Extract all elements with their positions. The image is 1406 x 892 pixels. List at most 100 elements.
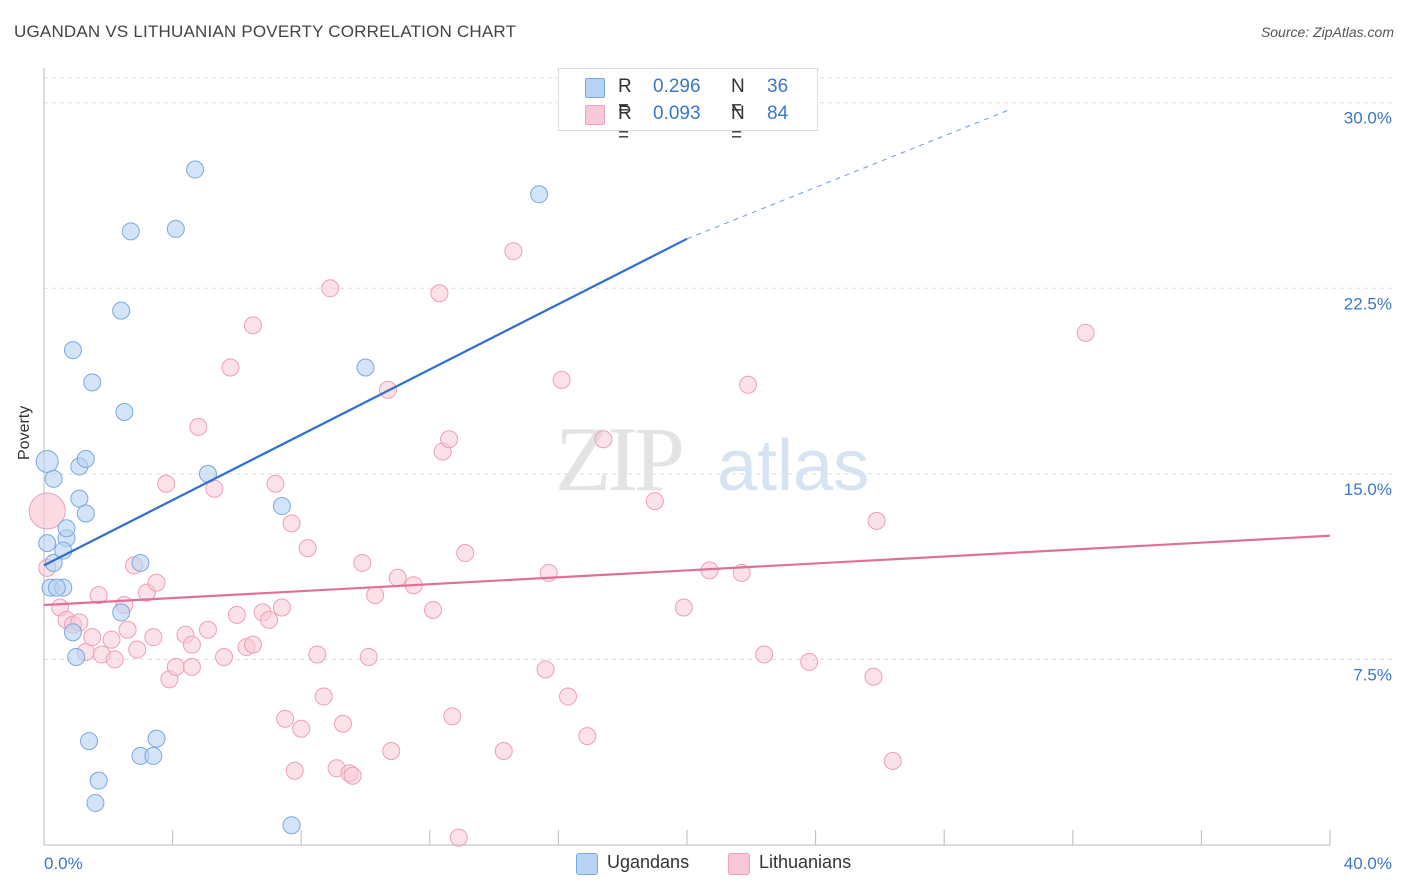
r-label: R = xyxy=(618,76,632,119)
lithuanian-point xyxy=(755,645,774,664)
y-tick-label: 15.0% xyxy=(1344,480,1392,499)
lithuanian-point xyxy=(118,620,137,639)
lithuanians-legend-swatch xyxy=(728,853,750,875)
lithuanian-point xyxy=(366,586,385,605)
ugandan-point xyxy=(147,729,166,748)
x-tick-label: 0.0% xyxy=(44,854,83,873)
n-label: N = xyxy=(731,76,745,119)
lithuanian-point xyxy=(594,430,613,449)
ugandans-legend-label: Ugandans xyxy=(607,852,690,872)
chart-title: UGANDAN VS LITHUANIAN POVERTY CORRELATIO… xyxy=(14,22,517,41)
ugandan-point xyxy=(282,816,301,835)
ugandan-point xyxy=(131,553,150,572)
lithuanian-point xyxy=(266,474,285,493)
lithuanian-point xyxy=(105,650,124,669)
lithuanian-point xyxy=(260,610,279,629)
lithuanian-point xyxy=(424,600,443,619)
lithuanian-point xyxy=(382,741,401,760)
lithuanian-point xyxy=(333,714,352,733)
lithuanian-point xyxy=(739,375,758,394)
ugandan-point xyxy=(115,403,134,422)
data-points xyxy=(28,160,1095,847)
ugandan-point xyxy=(38,534,57,553)
ugandan-point xyxy=(86,793,105,812)
r-value: 0.093 xyxy=(653,103,701,124)
ugandan-point xyxy=(70,489,89,508)
lithuanian-point xyxy=(1076,323,1095,342)
lithuanian-point xyxy=(102,630,121,649)
lithuanian-point xyxy=(308,645,327,664)
ugandan-point xyxy=(112,603,131,622)
lithuanian-point xyxy=(282,514,301,533)
y-tick-label: 7.5% xyxy=(1353,665,1392,684)
lithuanians-swatch xyxy=(585,105,605,125)
lithuanian-point xyxy=(430,284,449,303)
ugandan-point xyxy=(186,160,205,179)
lithuanian-point xyxy=(321,279,340,298)
ugandan-point xyxy=(121,222,140,241)
lithuanian-point xyxy=(388,568,407,587)
ugandans-swatch xyxy=(585,78,605,98)
n-value: 84 xyxy=(767,103,789,124)
ugandan-point xyxy=(47,578,66,597)
lithuanian-point xyxy=(144,628,163,647)
lithuanian-point xyxy=(182,635,201,654)
correlation-legend: R = 0.296 N = 36 R = 0.093 N = 84 xyxy=(558,68,818,146)
lithuanian-point xyxy=(314,687,333,706)
lithuanian-point xyxy=(578,727,597,746)
series-legend: Ugandans Lithuanians xyxy=(0,852,1406,878)
lithuanian-point xyxy=(645,492,664,511)
r-label: R = xyxy=(618,103,632,146)
lithuanian-point xyxy=(449,828,468,847)
lithuanian-point xyxy=(243,316,262,335)
tick-labels: 7.5% 15.0% 22.5% 30.0% 0.0% 40.0% xyxy=(44,109,1392,873)
lithuanian-point xyxy=(28,492,66,530)
ugandan-point xyxy=(89,771,108,790)
ugandans-legend-swatch xyxy=(576,853,598,875)
ugandan-point xyxy=(530,185,549,204)
watermark: ZIP atlas xyxy=(555,408,869,510)
lithuanian-point xyxy=(343,766,362,785)
source-credit: Source: ZipAtlas.com xyxy=(1260,24,1394,40)
ugandan-point xyxy=(63,623,82,642)
x-tick-label: 40.0% xyxy=(1344,854,1392,873)
ugandan-point xyxy=(57,519,76,538)
ugandan-point xyxy=(166,219,185,238)
ugandan-point xyxy=(63,341,82,360)
lithuanian-point xyxy=(552,370,571,389)
lithuanian-point xyxy=(674,598,693,617)
lithuanian-point xyxy=(285,761,304,780)
lithuanian-point xyxy=(292,719,311,738)
ugandan-point xyxy=(67,647,86,666)
watermark-atlas: atlas xyxy=(717,426,869,506)
ugandan-point xyxy=(356,358,375,377)
lithuanian-trendline xyxy=(43,534,1331,607)
lithuanian-point xyxy=(83,628,102,647)
ugandan-point xyxy=(272,497,291,516)
ugandan-point xyxy=(35,450,59,473)
lithuanian-point xyxy=(456,544,475,563)
lithuanian-point xyxy=(128,640,147,659)
lithuanian-point xyxy=(189,417,208,436)
lithuanian-point xyxy=(298,539,317,558)
y-tick-label: 30.0% xyxy=(1344,109,1392,128)
lithuanian-point xyxy=(359,647,378,666)
lithuanian-point xyxy=(864,667,883,686)
n-value: 36 xyxy=(767,76,789,97)
lithuanian-point xyxy=(182,657,201,676)
n-label: N = xyxy=(731,103,745,146)
ugandan-trendline-extension xyxy=(686,109,1009,240)
lithuanian-point xyxy=(536,660,555,679)
lithuanian-point xyxy=(221,358,240,377)
lithuanians-legend-label: Lithuanians xyxy=(759,852,852,872)
lithuanian-point xyxy=(443,707,462,726)
lithuanian-point xyxy=(883,751,902,770)
lithuanian-point xyxy=(215,647,234,666)
ugandan-point xyxy=(76,450,95,469)
ugandan-point xyxy=(44,469,63,488)
lithuanian-point xyxy=(272,598,291,617)
lithuanian-point xyxy=(276,709,295,728)
ugandan-trendline xyxy=(43,237,688,567)
lithuanian-point xyxy=(559,687,578,706)
